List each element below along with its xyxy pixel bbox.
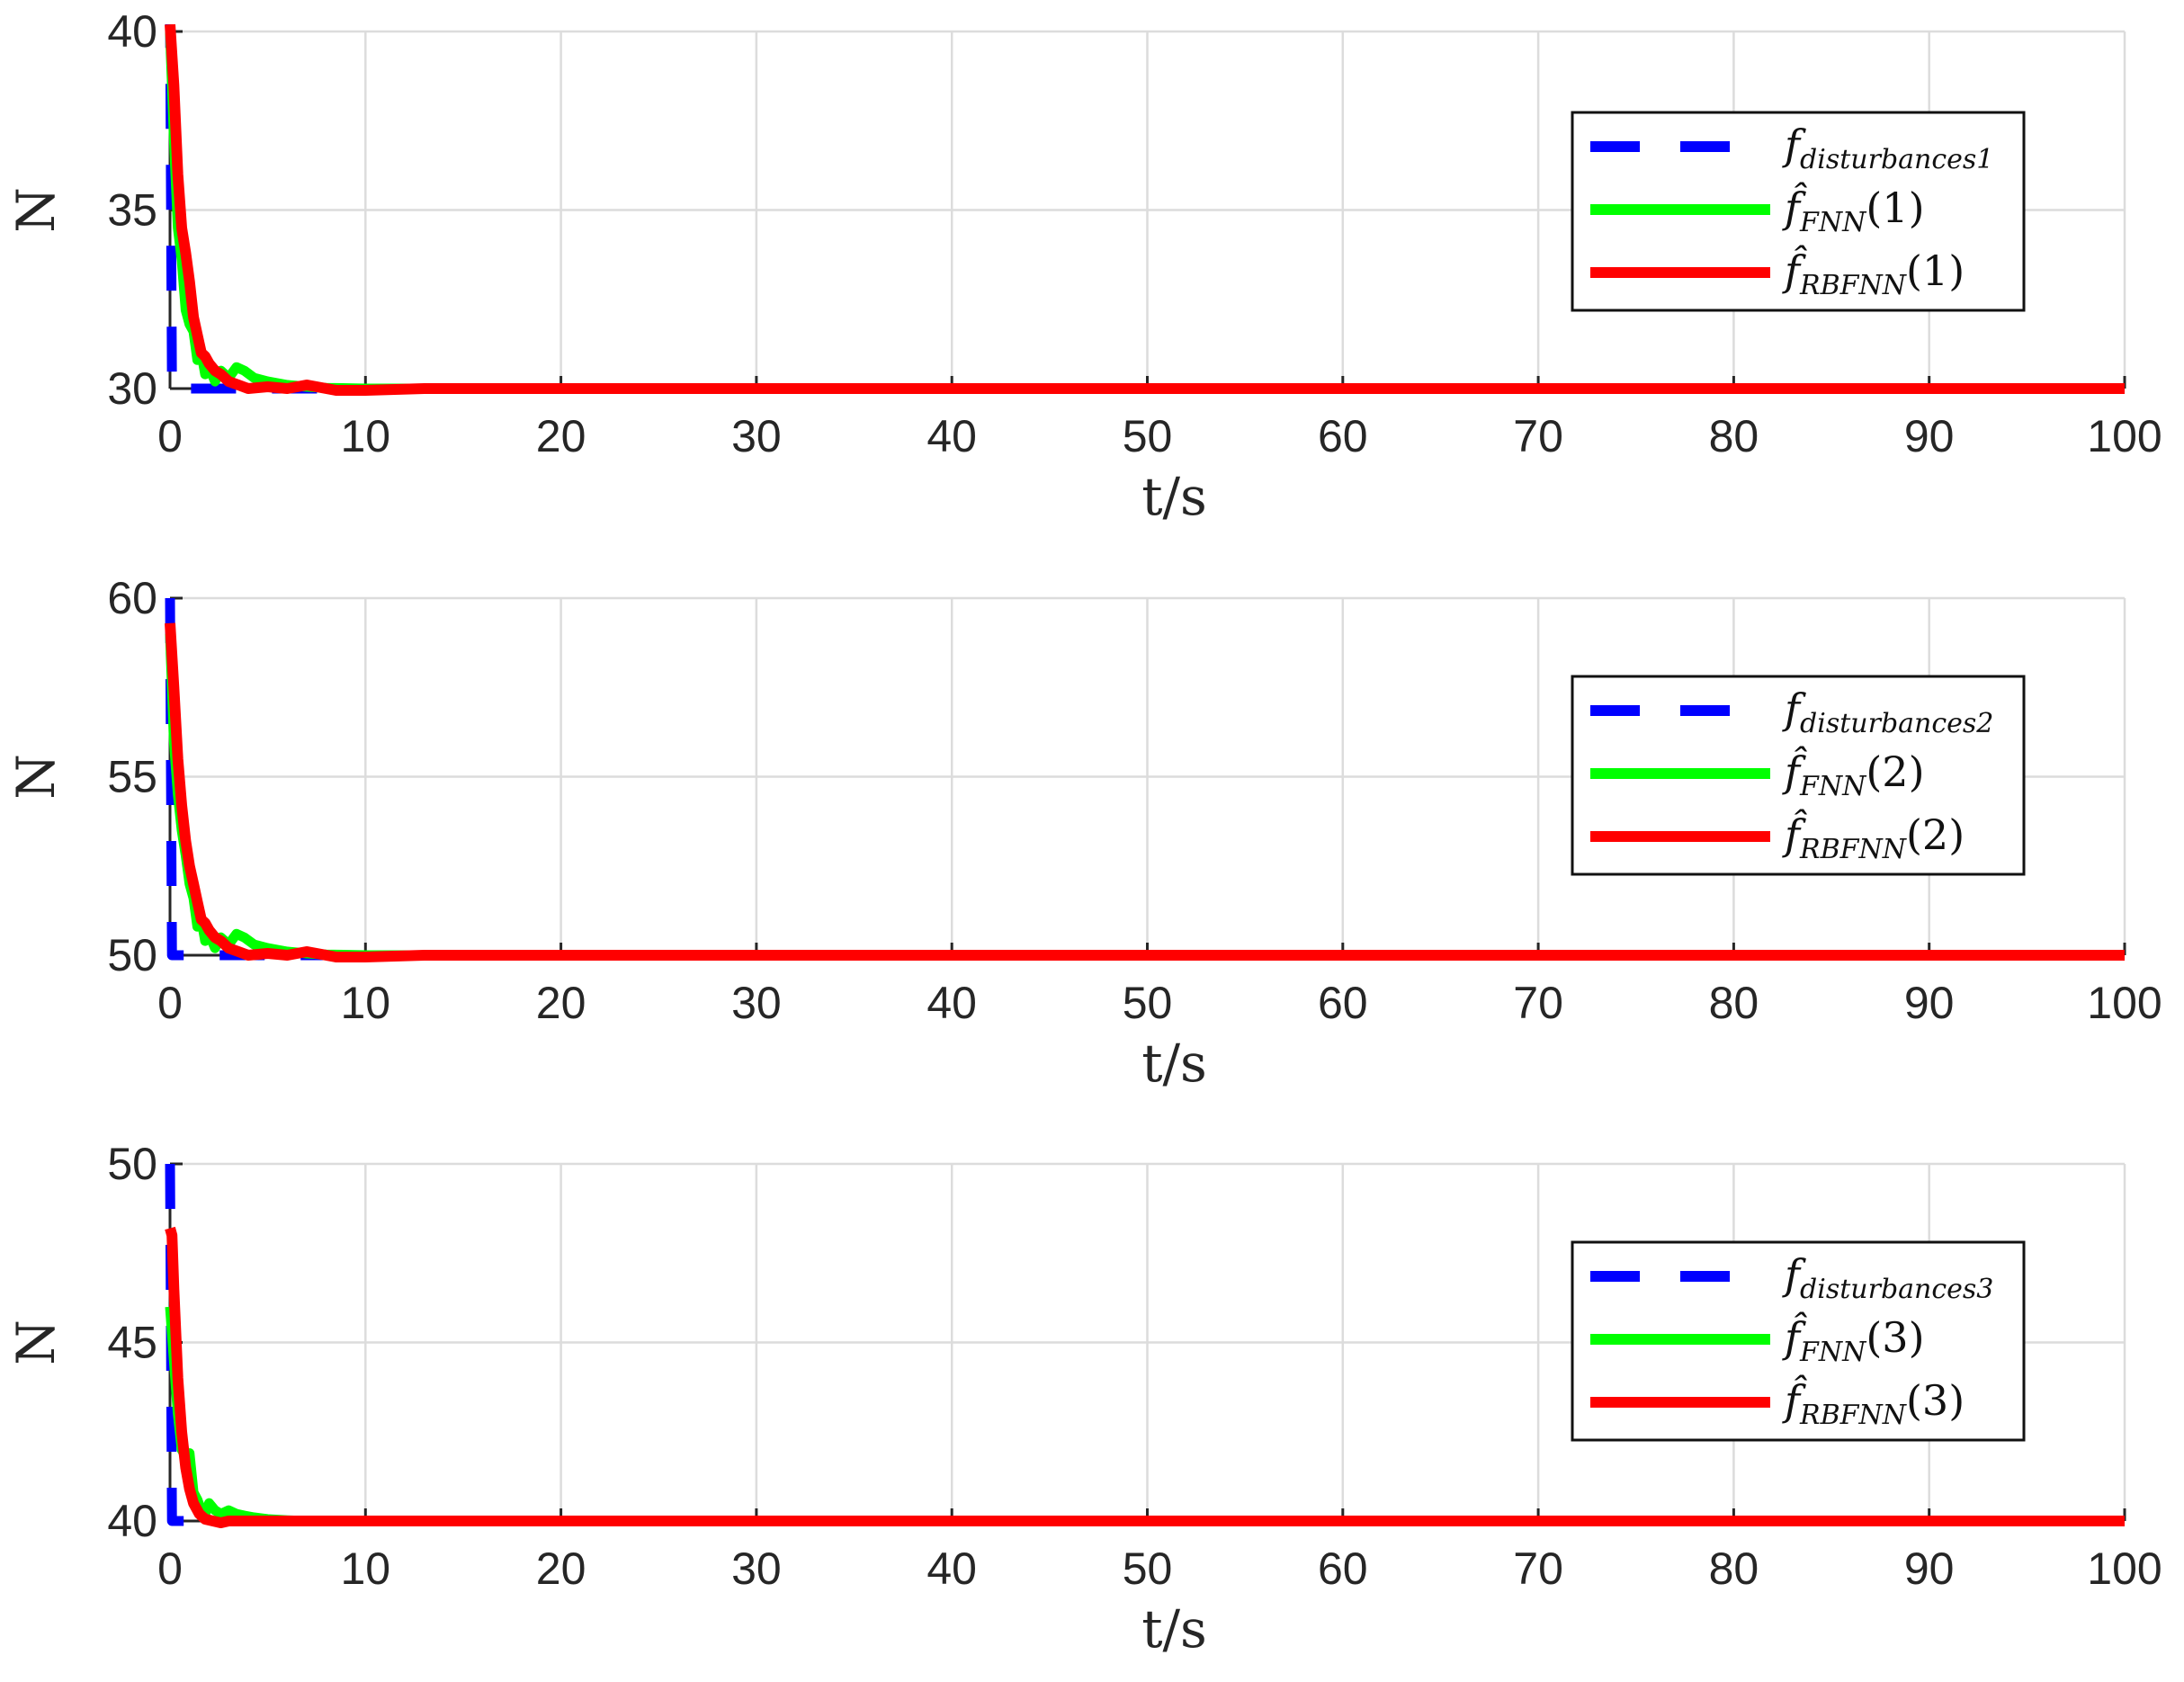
y-tick-label: 40 xyxy=(107,1496,157,1546)
legend-subscript: FNN xyxy=(1799,1337,1867,1368)
legend-index: (3) xyxy=(1906,1376,1965,1425)
rbfnn-series-line xyxy=(165,622,2125,962)
x-axis-label: t/s xyxy=(1141,1033,1207,1094)
x-tick-label: 80 xyxy=(1709,411,1759,461)
x-tick-label: 50 xyxy=(1123,1543,1173,1594)
x-tick-label: 10 xyxy=(340,411,390,461)
series-group xyxy=(165,597,2125,962)
chart-panel-3: 0 10 20 30 40 50 60 70 80 90 100404550t/sNfdisturb… xyxy=(5,1139,2162,1660)
x-tick-label: 80 xyxy=(1709,978,1759,1028)
x-tick-label: 40 xyxy=(926,978,977,1028)
x-tick-label: 0 xyxy=(157,411,183,461)
y-axis-label: N xyxy=(5,754,67,800)
legend-label: f̂RBFNN(2) xyxy=(1782,809,1965,865)
legend-subscript: FNN xyxy=(1799,771,1867,802)
chart-panel-2: 0 10 20 30 40 50 60 70 80 90 100 50 55 60 t/s Nfdisturb… xyxy=(5,573,2162,1094)
legend-subscript: disturbances1 xyxy=(1800,144,1993,175)
legend-index: (1) xyxy=(1866,183,1924,232)
x-tick-label: 30 xyxy=(731,978,782,1028)
legend-index: (2) xyxy=(1906,810,1965,859)
x-tick-label: 40 xyxy=(926,411,977,461)
legend-subscript: disturbances3 xyxy=(1800,1274,1993,1305)
legend-index: (3) xyxy=(1866,1313,1924,1362)
x-axis-label: t/s xyxy=(1141,1598,1207,1660)
legend: fdisturbances1 f̂FNN(1) f̂RBFNN(1) xyxy=(1571,111,2026,312)
x-tick-label: 30 xyxy=(731,411,782,461)
x-tick-label: 50 xyxy=(1123,978,1173,1028)
legend-subscript: RBFNN xyxy=(1799,270,1908,301)
x-tick-label: 90 xyxy=(1904,1543,1955,1594)
x-tick-label: 20 xyxy=(536,1543,586,1594)
legend-label: f̂FNN(1) xyxy=(1782,182,1925,238)
x-tick-label: 100 xyxy=(2087,411,2162,461)
x-tick-label: 60 xyxy=(1318,978,1368,1028)
x-tick-label: 50 xyxy=(1123,411,1173,461)
legend-subscript: RBFNN xyxy=(1799,1400,1908,1431)
x-tick-label: 90 xyxy=(1904,978,1955,1028)
chart-panel-1: 0 10 20 30 40 50 60 70 80 90 100 30 35 40 t/s Nfdisturb… xyxy=(5,6,2162,527)
x-tick-label: 100 xyxy=(2087,978,2162,1028)
x-tick-label: 100 xyxy=(2087,1543,2162,1594)
x-axis-label: t/s xyxy=(1141,466,1207,527)
legend-subscript: RBFNN xyxy=(1799,834,1908,865)
x-tick-label: 0 xyxy=(157,1543,183,1594)
x-tick-label: 20 xyxy=(536,411,586,461)
x-tick-label: 10 xyxy=(340,1543,390,1594)
legend-subscript: disturbances2 xyxy=(1800,708,1993,739)
legend: fdisturbances2 f̂FNN(2) f̂RBFNN(2) xyxy=(1571,675,2026,876)
y-axis-label: N xyxy=(5,1320,67,1365)
rbfnn-series-line xyxy=(165,1226,2125,1528)
x-tick-label: 30 xyxy=(731,1543,782,1594)
x-tick-label: 0 xyxy=(157,978,183,1028)
legend-label: f̂RBFNN(3) xyxy=(1782,1374,1965,1431)
x-tick-label: 10 xyxy=(340,978,390,1028)
x-tick-label: 60 xyxy=(1318,1543,1368,1594)
x-tick-label: 40 xyxy=(926,1543,977,1594)
y-tick-label: 50 xyxy=(107,1139,157,1189)
series-group xyxy=(165,24,2125,396)
y-axis-label: N xyxy=(5,187,67,233)
y-tick-label: 50 xyxy=(107,930,157,980)
legend-label: f̂RBFNN(1) xyxy=(1782,245,1965,301)
x-tick-label: 70 xyxy=(1513,978,1563,1028)
x-tick-label: 70 xyxy=(1513,411,1563,461)
series-group xyxy=(165,1163,2125,1528)
x-tick-label: 20 xyxy=(536,978,586,1028)
legend-label: f̂FNN(2) xyxy=(1782,746,1925,802)
legend: fdisturbances3 f̂FNN(3) f̂RBFNN(3) xyxy=(1571,1240,2026,1442)
legend-label: fdisturbances1 xyxy=(1782,121,1993,175)
x-tick-label: 60 xyxy=(1318,411,1368,461)
legend-label: f̂FNN(3) xyxy=(1782,1311,1925,1368)
legend-subscript: FNN xyxy=(1799,207,1867,238)
x-tick-label: 70 xyxy=(1513,1543,1563,1594)
rbfnn-series-line xyxy=(165,24,2125,396)
x-tick-label: 80 xyxy=(1709,1543,1759,1594)
legend-label: fdisturbances2 xyxy=(1782,684,1993,739)
y-tick-label: 30 xyxy=(107,363,157,414)
x-tick-label: 90 xyxy=(1904,411,1955,461)
y-tick-label: 55 xyxy=(107,752,157,802)
y-tick-label: 45 xyxy=(107,1318,157,1368)
y-tick-label: 60 xyxy=(107,573,157,623)
legend-index: (1) xyxy=(1906,246,1965,295)
legend-label: fdisturbances3 xyxy=(1782,1250,1993,1305)
y-tick-label: 35 xyxy=(107,185,157,236)
y-tick-label: 40 xyxy=(107,6,157,57)
legend-index: (2) xyxy=(1866,747,1924,796)
